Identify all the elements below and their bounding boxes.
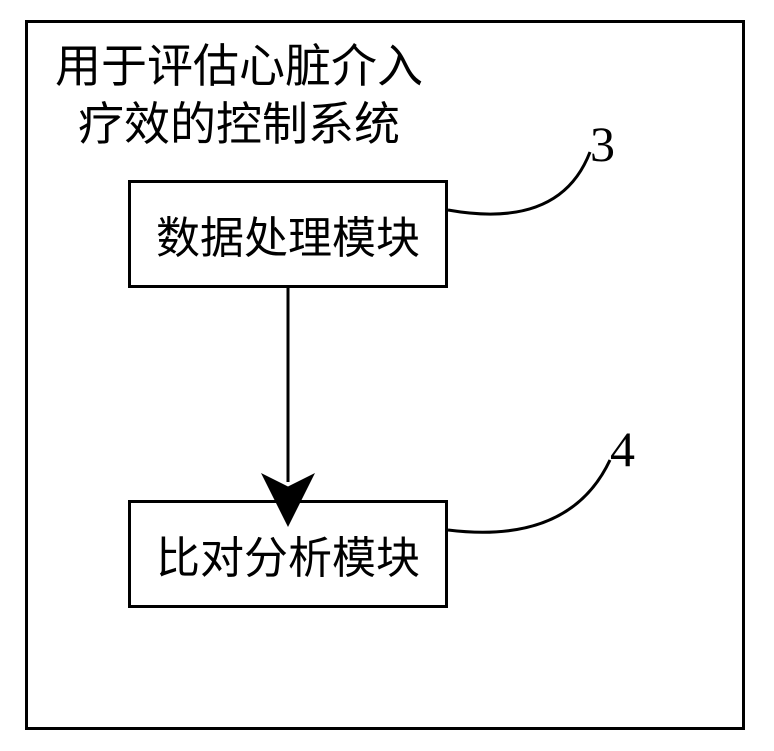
callout-curve-3	[448, 152, 590, 214]
callout-curve-4	[448, 460, 610, 532]
diagram-svg-overlay	[0, 0, 774, 751]
